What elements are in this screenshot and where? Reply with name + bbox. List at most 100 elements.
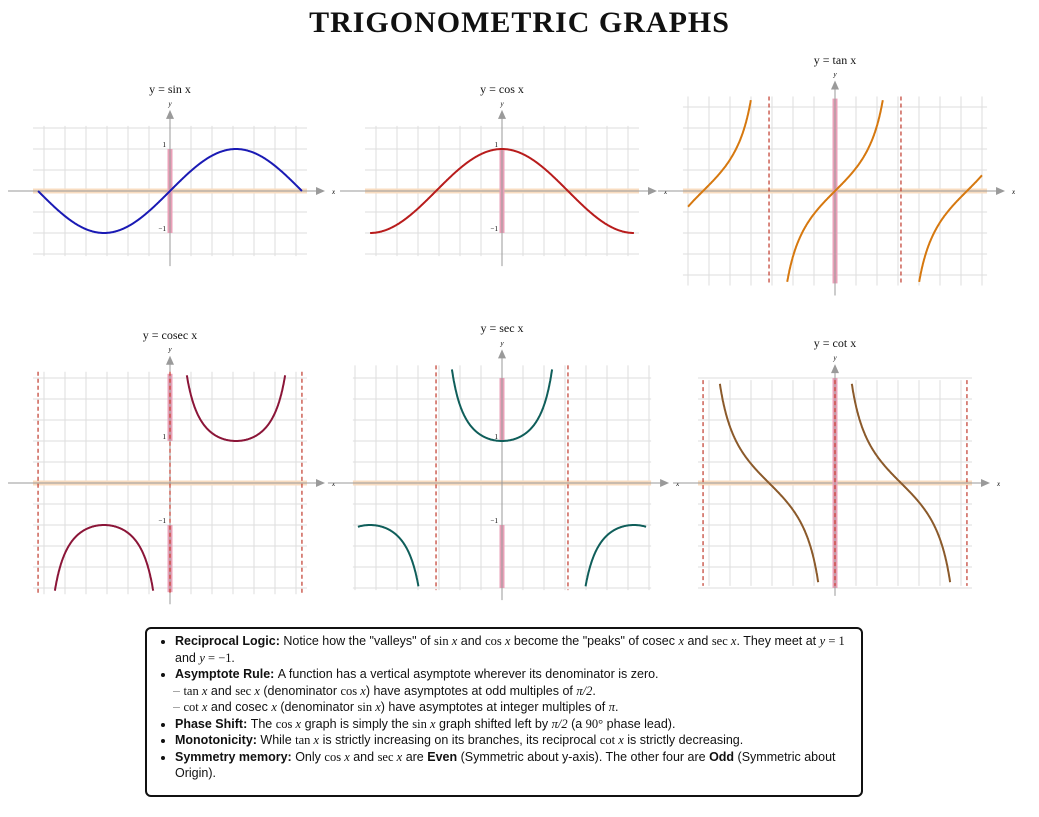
note-text: Monotonicity:	[175, 733, 261, 747]
note-text: phase lead).	[603, 716, 676, 731]
note-text: and cosec	[207, 700, 272, 714]
note-text: x	[201, 700, 208, 714]
note-text: sin	[357, 700, 376, 714]
function-curve	[37, 148, 303, 234]
note-text: Reciprocal Logic:	[175, 634, 284, 648]
plot-title: y = cot x	[813, 336, 857, 351]
y-tick-label: −1	[491, 517, 499, 525]
note-text: π/2	[576, 683, 593, 698]
x-axis-label: x	[996, 480, 1001, 488]
x-axis-arrow-icon	[315, 187, 325, 195]
note-text: (denominator	[276, 700, 358, 714]
note-text: sin	[433, 634, 452, 648]
x-axis-arrow-icon	[996, 187, 1006, 195]
note-text: x	[254, 683, 260, 698]
note-text: sec	[711, 634, 731, 648]
note-text: x	[451, 634, 458, 648]
note-text: A function has a vertical asymptote wher…	[277, 667, 659, 681]
function-curve	[687, 99, 983, 283]
y-axis-arrow-icon	[166, 355, 174, 365]
note-text: graph shifted left by	[435, 716, 552, 731]
x-axis-arrow-icon	[315, 479, 325, 487]
y-tick-label: 1	[163, 141, 167, 149]
note-text: = 1	[825, 634, 845, 648]
note-text: x	[344, 749, 350, 764]
note-text: graph is simply the	[301, 716, 413, 731]
note-text: (a	[567, 716, 586, 731]
y-tick-label: −1	[491, 225, 499, 233]
plot-tan: xy	[657, 71, 1016, 296]
y-axis-arrow-icon	[166, 109, 174, 119]
note-text: cot	[599, 733, 619, 747]
y-axis-arrow-icon	[498, 349, 506, 359]
note-text: sec	[235, 683, 255, 698]
note-text: Even	[427, 749, 458, 764]
note-text: cos	[275, 716, 296, 731]
note-text: x	[618, 733, 624, 747]
note-text: sec	[377, 749, 397, 764]
y-tick-label: 1	[163, 433, 167, 441]
note-text: x	[429, 716, 436, 731]
plot-cosec: x y 1 −1	[8, 346, 336, 605]
note-text: and	[349, 749, 378, 764]
note-text: π	[608, 700, 615, 714]
y-axis-arrow-icon	[831, 80, 839, 90]
note-text: cos	[485, 634, 505, 648]
notes-box: Reciprocal Logic: Notice how the "valley…	[145, 627, 863, 797]
y-axis-arrow-icon	[498, 109, 506, 119]
note-text: x	[504, 634, 511, 648]
note-item: Phase Shift: The cos x graph is simply t…	[175, 716, 853, 733]
note-text: Only	[295, 749, 325, 764]
y-axis-label: y	[499, 100, 504, 108]
y-axis-label: y	[167, 100, 172, 108]
note-text: (Symmetric about Origin).	[175, 749, 836, 781]
note-item: Asymptote Rule: A function has a vertica…	[175, 666, 853, 683]
note-text: y	[199, 650, 205, 665]
note-text: x	[360, 683, 366, 698]
note-text: ) have asymptotes at integer multiples o…	[380, 700, 609, 714]
note-text: The	[250, 716, 276, 731]
note-text: y	[819, 634, 826, 648]
page-title: TRIGONOMETRIC GRAPHS	[309, 6, 730, 39]
note-text: . They meet at	[736, 634, 820, 648]
note-text: π/2	[551, 716, 568, 731]
note-text: (Symmetric about y-axis). The other four…	[457, 749, 710, 764]
note-text: (denominator	[259, 683, 341, 698]
y-axis-label: y	[499, 339, 504, 347]
y-axis-label: y	[832, 354, 837, 362]
note-text: and	[175, 650, 200, 665]
plot-title: y = tan x	[813, 52, 857, 67]
note-text: 90°	[585, 716, 604, 731]
note-text: x	[396, 749, 403, 764]
note-text: x	[730, 634, 737, 648]
note-text: Symmetry memory:	[175, 749, 296, 764]
function-curve	[370, 148, 634, 234]
x-axis-arrow-icon	[660, 479, 670, 487]
plot-cos: x y 1 −1	[340, 100, 668, 267]
x-axis-arrow-icon	[980, 479, 990, 487]
note-item: Monotonicity: While tan x is strictly in…	[175, 732, 853, 749]
function-curve	[53, 375, 287, 591]
plot-sec: x y 1 −1	[327, 339, 680, 601]
plot-sin: x y 1 −1	[8, 100, 336, 267]
x-axis-label: x	[1011, 188, 1016, 196]
note-text: are	[402, 749, 428, 764]
note-text: is strictly increasing on its branches, …	[319, 733, 600, 747]
plot-title: y = cosec x	[142, 327, 198, 342]
y-tick-label: −1	[159, 517, 167, 525]
note-text: is strictly decreasing.	[623, 733, 744, 747]
note-subitem: cot x and cosec x (denominator sin x) ha…	[173, 699, 853, 716]
note-text: x	[271, 700, 277, 714]
plot-title: y = sin x	[149, 81, 191, 96]
note-text: x	[375, 700, 381, 714]
note-text: ) have asymptotes at odd multiples of	[365, 683, 577, 698]
x-axis-arrow-icon	[647, 187, 657, 195]
note-text: .	[614, 700, 619, 714]
x-axis-label: x	[331, 480, 336, 488]
note-text: Phase Shift:	[175, 716, 251, 731]
note-text: While	[260, 733, 296, 747]
note-text: Odd	[709, 749, 735, 764]
note-text: sin	[412, 716, 430, 731]
plot-cot: xy	[673, 354, 1001, 596]
note-text: x	[313, 733, 320, 747]
